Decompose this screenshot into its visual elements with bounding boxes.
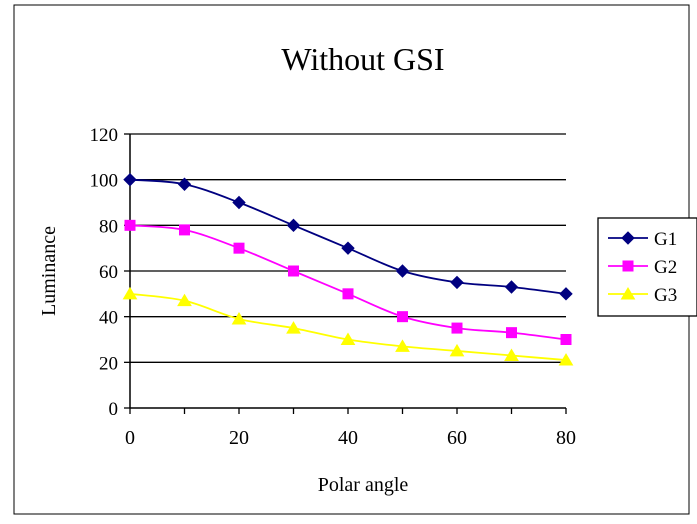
data-point-G2 bbox=[124, 219, 136, 231]
data-point-G1 bbox=[395, 264, 410, 278]
data-point-G1 bbox=[232, 195, 246, 210]
x-tick-label: 40 bbox=[338, 427, 358, 449]
data-point-G3 bbox=[504, 348, 519, 361]
legend-box bbox=[597, 217, 697, 317]
data-point-G2 bbox=[506, 327, 517, 339]
legend-label: G2 bbox=[654, 257, 677, 278]
data-point-G1 bbox=[286, 218, 301, 233]
data-point-G3 bbox=[231, 311, 247, 325]
legend-item-G1: G1 bbox=[608, 229, 677, 250]
legend-label: G3 bbox=[654, 285, 677, 306]
y-tick-label: 80 bbox=[99, 216, 118, 237]
data-point-G3 bbox=[340, 332, 356, 345]
series-G1 bbox=[123, 172, 573, 301]
x-axis-label: Polar angle bbox=[318, 474, 409, 496]
series-G3 bbox=[122, 286, 574, 366]
y-tick-label: 100 bbox=[90, 171, 119, 192]
y-tick-label: 0 bbox=[109, 399, 119, 420]
data-point-G1 bbox=[450, 275, 464, 290]
y-tick-label: 60 bbox=[99, 262, 118, 283]
data-point-G3 bbox=[558, 353, 574, 366]
legend-marker bbox=[620, 287, 636, 300]
data-point-G2 bbox=[451, 322, 463, 334]
grid-layer bbox=[130, 133, 566, 363]
data-point-G2 bbox=[397, 311, 408, 323]
x-tick-label: 0 bbox=[125, 427, 135, 449]
y-tick-label: 40 bbox=[99, 308, 118, 329]
data-point-G3 bbox=[286, 321, 301, 334]
chart-border bbox=[13, 4, 690, 515]
data-point-G2 bbox=[560, 334, 572, 345]
data-point-G1 bbox=[123, 172, 137, 187]
legend-item-G3: G3 bbox=[608, 285, 677, 306]
legend-item-G2: G2 bbox=[608, 257, 677, 278]
data-point-G3 bbox=[177, 293, 192, 307]
series-layer bbox=[122, 172, 574, 366]
y-tick-label: 20 bbox=[99, 353, 118, 374]
chart-title: Without GSI bbox=[281, 41, 444, 77]
legend-label: G1 bbox=[654, 229, 677, 250]
x-tick-label: 20 bbox=[229, 427, 249, 449]
legend-marker bbox=[622, 260, 634, 272]
data-point-G2 bbox=[342, 288, 354, 300]
x-tick-label: 60 bbox=[447, 427, 467, 449]
data-point-G3 bbox=[122, 286, 138, 300]
data-point-G2 bbox=[233, 242, 245, 254]
data-point-G2 bbox=[288, 265, 299, 277]
data-point-G1 bbox=[559, 287, 573, 301]
x-tick-label: 80 bbox=[556, 427, 576, 449]
data-point-G3 bbox=[395, 339, 410, 352]
data-point-G1 bbox=[177, 177, 192, 191]
y-tick-label: 120 bbox=[90, 125, 119, 146]
data-point-G3 bbox=[449, 343, 465, 357]
data-point-G2 bbox=[179, 224, 190, 236]
legend: G1 G2 G3 bbox=[597, 217, 697, 317]
y-axis-label: Luminance bbox=[38, 226, 60, 316]
data-point-G1 bbox=[504, 280, 519, 294]
legend-marker bbox=[621, 231, 635, 245]
data-point-G1 bbox=[341, 241, 355, 255]
series-G2 bbox=[124, 219, 572, 345]
